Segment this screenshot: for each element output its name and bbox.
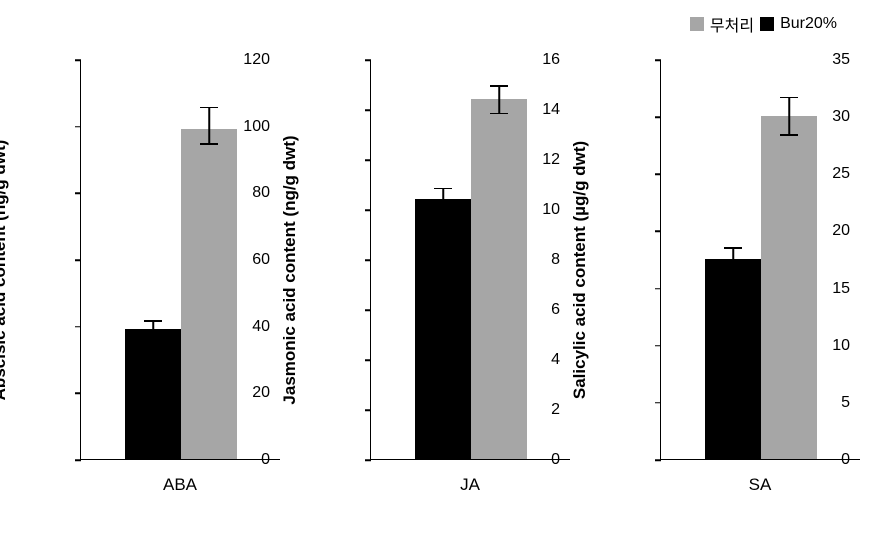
ylabel-ja: Jasmonic acid content (ng/g dwt)	[280, 135, 300, 404]
ytick-label: 16	[542, 51, 560, 69]
ytick-label: 12	[542, 151, 560, 169]
ytick-mark	[655, 402, 661, 404]
xlabel-aba: ABA	[163, 475, 197, 495]
errorbar	[788, 97, 790, 135]
panel-sa: Salicylic acid content (µg/g dwt)0510152…	[590, 40, 870, 500]
ytick-mark	[655, 59, 661, 61]
panel-aba: Abscisic acid content (ng/g dwt)02040608…	[10, 40, 290, 500]
plot-ja: 0246810121416	[370, 60, 570, 460]
ytick-label: 8	[551, 251, 560, 269]
ytick-label: 35	[832, 51, 850, 69]
ytick-label: 10	[542, 201, 560, 219]
charts-row: Abscisic acid content (ng/g dwt)02040608…	[10, 40, 870, 500]
ytick-label: 25	[832, 165, 850, 183]
ytick-label: 20	[832, 222, 850, 240]
xlabel-sa: SA	[749, 475, 772, 495]
errorbar	[442, 188, 444, 213]
errorbar-cap	[780, 134, 798, 136]
ytick-mark	[365, 109, 371, 111]
ytick-mark	[365, 159, 371, 161]
errorbar	[152, 320, 154, 340]
ytick-label: 5	[841, 394, 850, 412]
errorbar-cap	[490, 113, 508, 115]
ytick-mark	[365, 309, 371, 311]
legend-label-black: Bur20%	[780, 15, 837, 33]
bar-sa-gray	[761, 116, 817, 459]
bar-ja-black	[415, 199, 471, 459]
errorbar-cap	[724, 271, 742, 273]
ytick-label: 6	[551, 301, 560, 319]
ytick-label: 0	[841, 451, 850, 469]
errorbar	[732, 247, 734, 271]
ytick-label: 40	[252, 318, 270, 336]
ytick-mark	[365, 459, 371, 461]
ytick-mark	[655, 116, 661, 118]
ytick-mark	[365, 59, 371, 61]
ytick-label: 60	[252, 251, 270, 269]
ytick-mark	[365, 359, 371, 361]
errorbar-cap	[490, 85, 508, 87]
errorbar	[208, 107, 210, 144]
ytick-label: 0	[261, 451, 270, 469]
errorbar	[498, 85, 500, 113]
ylabel-aba: Abscisic acid content (ng/g dwt)	[0, 140, 10, 401]
ytick-label: 15	[832, 280, 850, 298]
ytick-mark	[75, 326, 81, 328]
bar-aba-gray	[181, 129, 237, 459]
ytick-label: 4	[551, 351, 560, 369]
ytick-mark	[75, 459, 81, 461]
errorbar-cap	[724, 247, 742, 249]
ytick-mark	[365, 259, 371, 261]
ytick-mark	[75, 126, 81, 128]
ytick-label: 100	[243, 118, 270, 136]
errorbar-cap	[200, 107, 218, 109]
errorbar-cap	[200, 143, 218, 145]
ylabel-sa: Salicylic acid content (µg/g dwt)	[570, 141, 590, 399]
errorbar-cap	[144, 320, 162, 322]
ytick-label: 30	[832, 108, 850, 126]
ytick-label: 20	[252, 384, 270, 402]
xlabel-ja: JA	[460, 475, 480, 495]
errorbar-cap	[434, 188, 452, 190]
legend-swatch-black	[760, 17, 774, 31]
panel-ja: Jasmonic acid content (ng/g dwt)02468101…	[300, 40, 580, 500]
ytick-label: 80	[252, 184, 270, 202]
ytick-label: 120	[243, 51, 270, 69]
ytick-mark	[365, 209, 371, 211]
plot-aba: 020406080100120	[80, 60, 280, 460]
ytick-mark	[75, 59, 81, 61]
errorbar-cap	[780, 97, 798, 99]
ytick-mark	[655, 288, 661, 290]
ytick-mark	[75, 393, 81, 395]
bar-sa-black	[705, 259, 761, 459]
errorbar-cap	[144, 340, 162, 342]
errorbar-cap	[434, 213, 452, 215]
ytick-mark	[655, 345, 661, 347]
legend-label-gray: 무처리	[710, 12, 754, 36]
plot-sa: 05101520253035	[660, 60, 860, 460]
ytick-label: 10	[832, 337, 850, 355]
bar-ja-gray	[471, 99, 527, 459]
ytick-mark	[655, 231, 661, 233]
bar-aba-black	[125, 329, 181, 459]
legend-swatch-gray	[690, 17, 704, 31]
legend: 무처리 Bur20%	[690, 12, 837, 36]
ytick-label: 0	[551, 451, 560, 469]
ytick-mark	[75, 259, 81, 261]
ytick-mark	[75, 193, 81, 195]
ytick-label: 14	[542, 101, 560, 119]
ytick-mark	[655, 174, 661, 176]
ytick-mark	[655, 459, 661, 461]
ytick-mark	[365, 409, 371, 411]
ytick-label: 2	[551, 401, 560, 419]
